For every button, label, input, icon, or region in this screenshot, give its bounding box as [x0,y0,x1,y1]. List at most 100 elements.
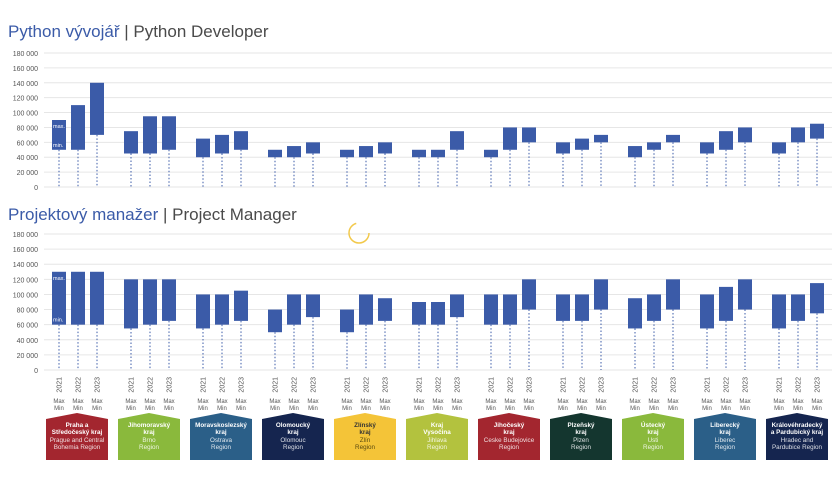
region-name-cz: Liberecký [710,422,740,429]
max-label: Max [557,399,568,405]
year-label: 2023 [239,377,246,393]
min-label: Min [558,406,568,412]
region-name-en: Liberec [715,437,736,444]
year-label: 2023 [599,377,606,393]
max-label: Max [341,399,352,405]
pm-y-tick-label: 180 000 [13,232,38,239]
pm-range-bar [556,294,570,321]
pm-title-separator: | [158,205,173,224]
pm-y-tick-label: 100 000 [13,292,38,299]
min-label: Min [433,406,443,412]
region-name-en: Prague and Central [50,437,105,444]
pm-range-bar [431,302,445,325]
python-range-bar [196,138,210,158]
year-label: 2021 [129,377,136,393]
python-y-tick-label: 180 000 [13,51,38,58]
region-name-cz: kraj [143,429,154,436]
python-max-marker: max. [53,124,65,130]
region-name-cz: kraj [215,429,226,436]
max-label: Max [451,399,462,405]
python-range-bar [575,138,589,150]
min-label: Min [524,406,534,412]
year-label: 2023 [671,377,678,393]
pm-range-bar [306,294,320,318]
python-range-bar [52,120,66,150]
region-name-en: Region [499,444,519,451]
region-tile [622,413,684,460]
pm-range-bar [90,271,104,325]
min-label: Min [342,406,352,412]
min-label: Min [414,406,424,412]
min-label: Min [774,406,784,412]
pm-range-bar [378,298,392,321]
pm-range-bar [196,294,210,329]
pm-range-bar [503,294,517,325]
python-range-bar [359,146,373,158]
year-label: 2022 [148,377,155,393]
max-label: Max [773,399,784,405]
year-label: 2021 [417,377,424,393]
python-range-bar [340,149,354,158]
python-range-bar [810,123,824,139]
min-label: Min [702,406,712,412]
python-range-bar [522,127,536,143]
year-label: 2022 [76,377,83,393]
region-name-en: Olomouc [280,437,305,444]
year-label: 2022 [508,377,515,393]
max-label: Max [595,399,606,405]
year-label: 2021 [633,377,640,393]
python-range-bar [700,142,714,154]
year-label: 2022 [292,377,299,393]
pm-range-bar [234,290,248,321]
python-chart-title: Python vývojář | Python Developer [8,22,269,42]
max-label: Max [720,399,731,405]
region-name-cz: Jihomoravský [128,422,171,429]
region-name-cz: Ústecký [641,420,666,429]
region-name-en: Region [715,444,735,451]
region-name-en: Region [355,444,375,451]
python-title-en: Python Developer [133,22,269,41]
python-range-bar [738,127,752,143]
max-label: Max [629,399,640,405]
min-label: Min [596,406,606,412]
region-name-en: Pardubice Region [772,444,823,451]
max-label: Max [811,399,822,405]
year-label: 2021 [489,377,496,393]
python-range-bar [594,134,608,143]
year-label: 2021 [57,377,64,393]
pm-range-bar [359,294,373,325]
pm-min-marker: min. [53,318,64,324]
python-y-tick-label: 80 000 [17,125,39,132]
year-label: 2022 [724,377,731,393]
max-label: Max [91,399,102,405]
loading-spinner-icon [348,222,370,244]
region-tile [118,413,180,460]
region-name-en: Jihlava [427,437,447,444]
pm-max-marker: max. [53,276,65,282]
python-y-tick-label: 140 000 [13,81,38,88]
min-label: Min [486,406,496,412]
python-range-bar [234,131,248,150]
region-name-en: Region [211,444,231,451]
min-label: Min [812,406,822,412]
min-label: Min [630,406,640,412]
max-label: Max [307,399,318,405]
pm-chart-title: Projektový manažer | Project Manager [8,205,297,225]
python-range-bar [666,134,680,143]
pm-y-tick-label: 20 000 [17,353,39,360]
python-range-bar [412,149,426,158]
pm-y-tick-label: 160 000 [13,247,38,254]
year-label: 2022 [652,377,659,393]
python-y-tick-label: 120 000 [13,96,38,103]
min-label: Min [793,406,803,412]
region-name-cz: Praha a [66,422,89,429]
region-name-cz: kraj [719,429,730,436]
region-name-en: Region [571,444,591,451]
python-range-bar [484,149,498,158]
python-range-bar [431,149,445,158]
python-developer-chart: 0 20 000 40 000 60 000 80 000 100 000 120 000 1… [13,51,832,192]
max-label: Max [379,399,390,405]
year-label: 2023 [743,377,750,393]
region-name-cz: Jihočeský [494,422,525,429]
min-label: Min [126,406,136,412]
